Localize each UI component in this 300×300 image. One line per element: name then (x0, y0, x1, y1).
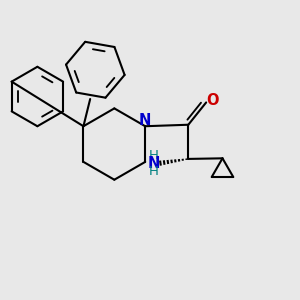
Text: O: O (206, 93, 219, 108)
Text: N: N (139, 113, 152, 128)
Text: H: H (149, 165, 159, 178)
Text: H: H (148, 148, 158, 162)
Text: N: N (148, 156, 160, 171)
